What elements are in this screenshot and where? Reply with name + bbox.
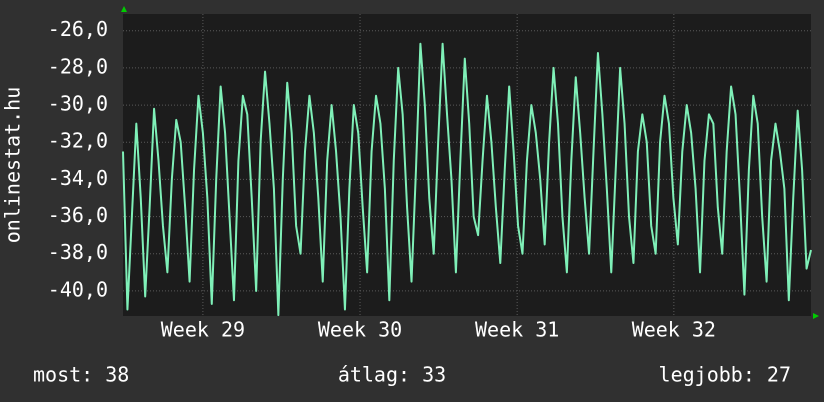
y-axis-arrow <box>121 6 127 12</box>
footer-current: most: 38 <box>33 363 129 387</box>
x-tick-label: Week 30 <box>318 318 402 342</box>
y-tick-label: -32,0 <box>48 129 108 153</box>
y-tick-label: -36,0 <box>48 203 108 227</box>
x-tick-label: Week 32 <box>632 318 716 342</box>
x-tick-label: Week 31 <box>475 318 559 342</box>
y-axis-label: onlinestat.hu <box>1 87 25 244</box>
y-tick-label: -28,0 <box>48 54 108 78</box>
y-tick-label: -30,0 <box>48 92 108 116</box>
footer-best: legjobb: 27 <box>659 363 791 387</box>
x-tick-label: Week 29 <box>161 318 245 342</box>
y-tick-label: -26,0 <box>48 17 108 41</box>
x-axis-arrow <box>813 313 819 319</box>
data-line <box>122 42 812 317</box>
y-tick-label: -38,0 <box>48 240 108 264</box>
y-tick-label: -34,0 <box>48 166 108 190</box>
y-tick-label: -40,0 <box>48 277 108 301</box>
footer-average: átlag: 33 <box>338 363 446 387</box>
